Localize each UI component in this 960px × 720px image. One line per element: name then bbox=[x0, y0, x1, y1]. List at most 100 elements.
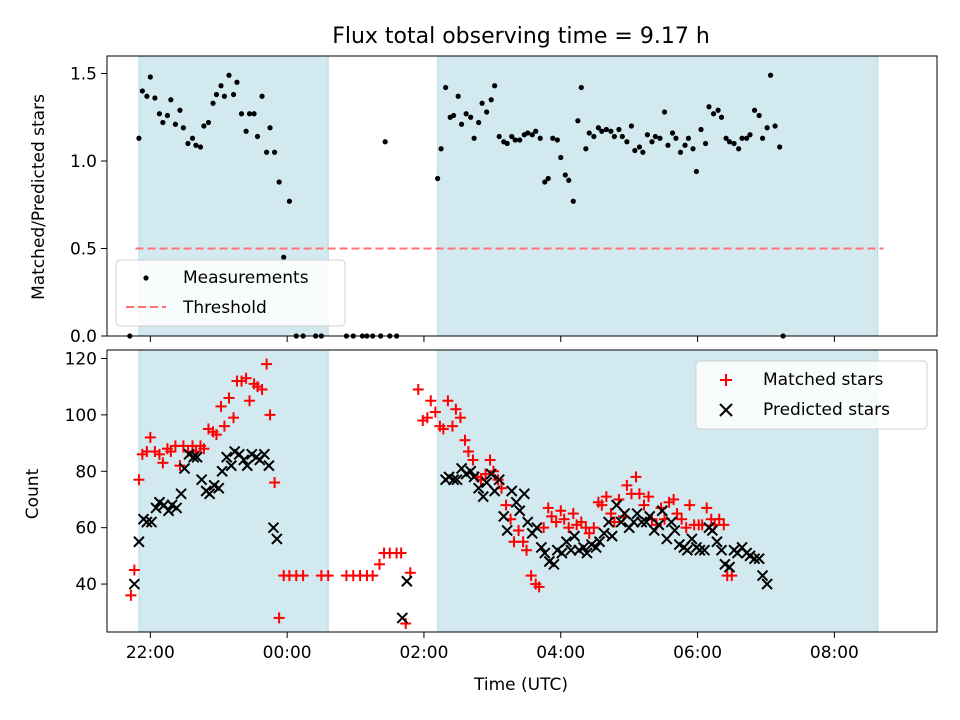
predicted-star-point bbox=[128, 578, 141, 590]
measurement-point bbox=[619, 133, 625, 140]
predicted-star-point bbox=[653, 519, 665, 531]
matched-star-point bbox=[459, 434, 471, 446]
predicted-star-point bbox=[141, 516, 153, 528]
ratio-ylabel: Matched/Predicted stars bbox=[29, 94, 49, 300]
measurement-point bbox=[702, 140, 709, 147]
predicted-star-point bbox=[216, 465, 228, 477]
predicted-star-point bbox=[133, 536, 145, 548]
measurement-point bbox=[640, 149, 646, 155]
measurement-point bbox=[718, 114, 725, 120]
matched-star-point bbox=[153, 448, 165, 460]
predicted-star-point bbox=[756, 569, 769, 582]
predicted-star-point bbox=[498, 510, 510, 523]
measurement-point bbox=[652, 133, 658, 140]
x-tick-label: 02:00 bbox=[399, 643, 448, 663]
measurement-point bbox=[562, 172, 568, 178]
matched-star-point bbox=[718, 519, 730, 531]
predicted-star-point bbox=[548, 558, 560, 571]
y-tick-label: 80 bbox=[75, 462, 97, 482]
matched-star-point bbox=[500, 499, 512, 511]
matched-star-point bbox=[521, 544, 533, 556]
matched-star-point bbox=[273, 612, 285, 624]
measurement-point bbox=[435, 175, 441, 182]
predicted-star-point bbox=[518, 488, 530, 500]
matched-star-point bbox=[567, 508, 579, 520]
matched-star-point bbox=[513, 524, 525, 536]
measurement-point bbox=[608, 128, 614, 134]
measurement-point bbox=[736, 146, 742, 152]
matched-star-point bbox=[128, 564, 140, 576]
predicted-star-point bbox=[656, 505, 668, 517]
predicted-star-point bbox=[761, 578, 773, 590]
matched-star-point bbox=[210, 429, 222, 441]
measurement-point bbox=[669, 130, 676, 136]
measurement-point bbox=[230, 91, 237, 98]
matched-star-point bbox=[600, 491, 612, 503]
measurement-point bbox=[160, 119, 166, 126]
measurement-point bbox=[476, 119, 482, 126]
measurement-point bbox=[611, 133, 617, 140]
measurement-point bbox=[767, 72, 774, 78]
matched-star-point bbox=[680, 522, 692, 534]
matched-star-point bbox=[264, 409, 276, 421]
measurement-point bbox=[756, 112, 762, 119]
measurement-point bbox=[512, 137, 518, 143]
predicted-star-point bbox=[506, 485, 518, 497]
predicted-star-point bbox=[748, 552, 761, 565]
measurement-point bbox=[777, 144, 783, 150]
measurement-point bbox=[458, 121, 465, 127]
measurement-point bbox=[529, 132, 535, 138]
matched-star-point bbox=[525, 570, 537, 582]
predicted-star-point bbox=[187, 451, 200, 463]
x-tick-label: 22:00 bbox=[126, 643, 175, 663]
measurement-point bbox=[438, 146, 444, 152]
predicted-star-point bbox=[636, 516, 648, 528]
legend-plus-marker bbox=[720, 374, 732, 386]
matched-star-point bbox=[373, 558, 385, 570]
legend-label-measurements: Measurements bbox=[183, 268, 309, 288]
predicted-star-point bbox=[396, 612, 408, 624]
measurement-point bbox=[706, 104, 712, 110]
measurement-point bbox=[636, 144, 643, 150]
predicted-star-point bbox=[178, 462, 191, 475]
measurement-point bbox=[210, 100, 216, 106]
measurement-point bbox=[764, 125, 770, 131]
measurement-point bbox=[488, 97, 494, 103]
matched-star-point bbox=[157, 457, 169, 469]
measurement-point bbox=[243, 128, 249, 134]
matched-star-point bbox=[684, 499, 696, 511]
predicted-star-point bbox=[711, 536, 723, 548]
predicted-star-point bbox=[631, 507, 643, 520]
predicted-star-point bbox=[225, 459, 237, 472]
measurement-point bbox=[685, 135, 692, 141]
measurement-point bbox=[484, 109, 490, 115]
measurement-point bbox=[517, 137, 523, 143]
shaded-interval-0 bbox=[138, 350, 329, 632]
y-tick-label: 1.5 bbox=[70, 65, 97, 85]
matched-star-point bbox=[596, 499, 608, 511]
matched-star-point bbox=[322, 570, 334, 582]
measurement-point bbox=[744, 135, 750, 141]
measurement-point bbox=[616, 126, 622, 133]
measurement-point bbox=[218, 83, 224, 89]
predicted-star-point bbox=[643, 510, 656, 523]
measurement-point bbox=[193, 142, 199, 148]
matched-star-point bbox=[297, 570, 309, 582]
predicted-star-point bbox=[150, 502, 162, 514]
measurement-point bbox=[271, 149, 278, 155]
matched-star-point bbox=[643, 491, 655, 503]
predicted-star-point bbox=[195, 474, 208, 486]
measurement-point bbox=[455, 93, 461, 99]
matched-star-point bbox=[425, 395, 437, 407]
measurement-point bbox=[550, 135, 556, 141]
measurement-point bbox=[599, 128, 605, 134]
measurement-point bbox=[603, 126, 609, 133]
measurement-point bbox=[509, 133, 515, 140]
matched-star-point bbox=[244, 395, 256, 407]
matched-star-point bbox=[480, 468, 492, 480]
measurement-point bbox=[772, 123, 778, 129]
predicted-star-point bbox=[686, 533, 698, 545]
measurement-point bbox=[276, 179, 282, 185]
measurement-point bbox=[542, 179, 548, 185]
measurement-point bbox=[180, 125, 186, 131]
